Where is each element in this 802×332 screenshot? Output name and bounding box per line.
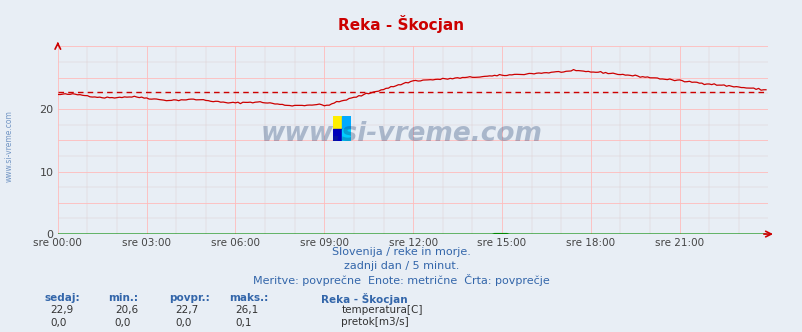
Text: Reka - Škocjan: Reka - Škocjan — [321, 293, 407, 305]
Text: 22,9: 22,9 — [51, 305, 74, 315]
Text: www.si-vreme.com: www.si-vreme.com — [5, 110, 14, 182]
Text: zadnji dan / 5 minut.: zadnji dan / 5 minut. — [343, 261, 459, 271]
Text: www.si-vreme.com: www.si-vreme.com — [260, 122, 542, 147]
Text: Slovenija / reke in morje.: Slovenija / reke in morje. — [332, 247, 470, 257]
Bar — [342, 129, 350, 141]
Text: 20,6: 20,6 — [115, 305, 138, 315]
Text: maks.:: maks.: — [229, 293, 268, 303]
Bar — [342, 116, 350, 129]
Text: 0,0: 0,0 — [115, 318, 131, 328]
Text: Reka - Škocjan: Reka - Škocjan — [338, 15, 464, 33]
Bar — [333, 129, 342, 141]
Text: pretok[m3/s]: pretok[m3/s] — [341, 317, 408, 327]
Text: 26,1: 26,1 — [235, 305, 258, 315]
Text: temperatura[C]: temperatura[C] — [341, 305, 422, 315]
Text: 0,0: 0,0 — [51, 318, 67, 328]
Text: 0,1: 0,1 — [235, 318, 252, 328]
Text: 0,0: 0,0 — [175, 318, 191, 328]
Text: povpr.:: povpr.: — [168, 293, 209, 303]
Text: min.:: min.: — [108, 293, 138, 303]
Text: Meritve: povprečne  Enote: metrične  Črta: povprečje: Meritve: povprečne Enote: metrične Črta:… — [253, 274, 549, 286]
Bar — [333, 116, 342, 129]
Text: sedaj:: sedaj: — [44, 293, 79, 303]
Text: 22,7: 22,7 — [175, 305, 198, 315]
